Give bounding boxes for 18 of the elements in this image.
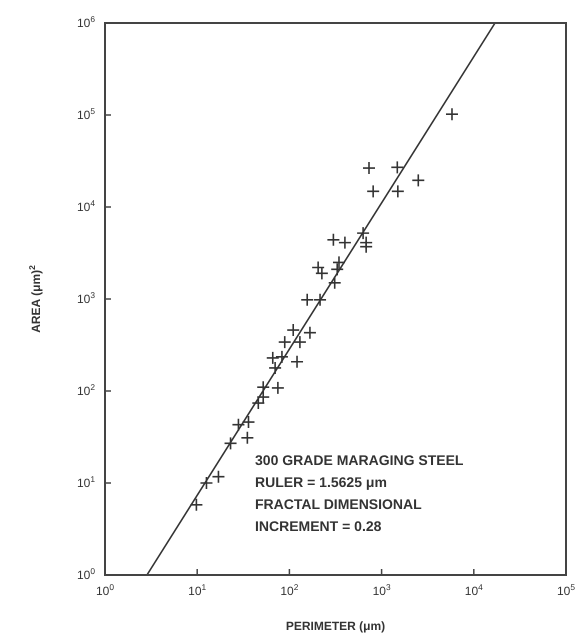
y-tick-label: 10$^{2}$ [76, 382, 96, 398]
x-axis-title: PERIMETER (μm) [286, 619, 386, 633]
y-tick-label: 10$^{6}$ [76, 14, 96, 30]
y-tick-label: 10$^{5}$ [76, 106, 96, 122]
y-tick-label: 10$^{3}$ [76, 290, 96, 306]
y-tick-label: 10$^{4}$ [76, 198, 96, 214]
annotation: INCREMENT = 0.28 [255, 518, 382, 534]
y-tick-label: 10$^{1}$ [76, 474, 96, 490]
x-tick-label: 10$^{5}$ [556, 582, 576, 598]
x-tick-label: 10$^{3}$ [372, 582, 391, 598]
x-tick-label: 10$^{0}$ [96, 582, 114, 598]
x-tick-label: 10$^{4}$ [464, 582, 484, 598]
x-tick-label: 10$^{1}$ [188, 582, 207, 598]
annotation: FRACTAL DIMENSIONAL [255, 496, 422, 512]
y-tick-label: 10$^{0}$ [76, 566, 96, 582]
x-tick-label: 10$^{2}$ [280, 582, 299, 598]
annotation: 300 GRADE MARAGING STEEL [255, 452, 464, 468]
annotation: RULER = 1.5625 μm [255, 474, 387, 490]
